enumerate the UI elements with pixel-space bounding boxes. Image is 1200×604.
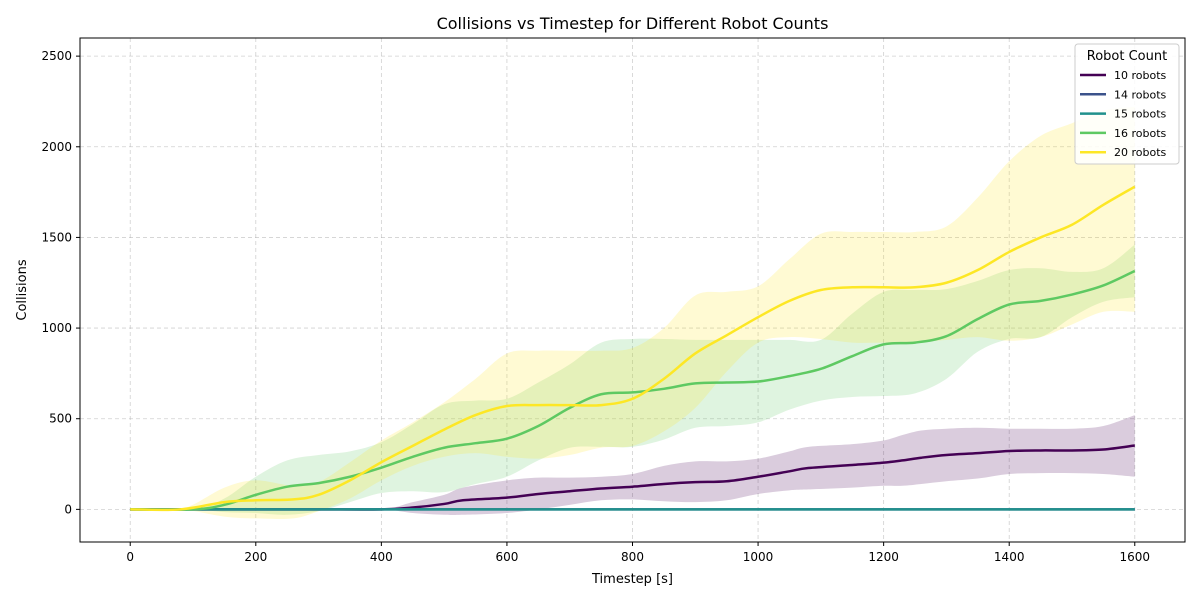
series-lines <box>130 185 1136 512</box>
y-tick-label: 1000 <box>41 321 72 335</box>
x-tick-label: 400 <box>370 550 393 564</box>
x-tick-label: 1000 <box>743 550 774 564</box>
legend-title: Robot Count <box>1087 49 1167 64</box>
x-axis-ticks: 0 200 400 600 800 1000 1200 1400 1600 <box>126 542 1150 564</box>
x-tick-label: 1600 <box>1119 550 1150 564</box>
y-tick-label: 2500 <box>41 49 72 63</box>
x-tick-label: 800 <box>621 550 644 564</box>
y-tick-label: 500 <box>49 412 72 426</box>
grid <box>80 38 1185 542</box>
line-10-robots <box>130 444 1135 511</box>
x-tick-label: 1200 <box>868 550 899 564</box>
x-tick-label: 600 <box>495 550 518 564</box>
y-axis-label: Collisions <box>15 259 30 320</box>
band-20-robots <box>130 106 1135 520</box>
y-tick-label: 2000 <box>41 140 72 154</box>
legend-label: 10 robots <box>1114 69 1167 82</box>
x-tick-label: 1400 <box>994 550 1025 564</box>
legend-label: 15 robots <box>1114 108 1167 121</box>
y-axis-ticks: 0 500 1000 1500 2000 2500 <box>41 49 80 516</box>
legend-label: 14 robots <box>1114 88 1167 101</box>
band-16-robots <box>130 244 1135 515</box>
legend-label: 16 robots <box>1114 127 1167 140</box>
y-tick-label: 1500 <box>41 230 72 244</box>
legend-items: 10 robots 14 robots 15 robots 16 robots 20 r… <box>1080 69 1167 159</box>
x-tick-label: 0 <box>126 550 134 564</box>
band-10-robots <box>130 415 1135 516</box>
x-tick-label: 200 <box>244 550 267 564</box>
legend-label: 20 robots <box>1114 146 1167 159</box>
line-20-robots <box>130 185 1136 512</box>
y-tick-label: 0 <box>64 502 72 516</box>
chart-title: Collisions vs Timestep for Different Rob… <box>437 14 829 33</box>
confidence-bands <box>130 106 1135 520</box>
x-axis-label: Timestep [s] <box>591 572 673 587</box>
